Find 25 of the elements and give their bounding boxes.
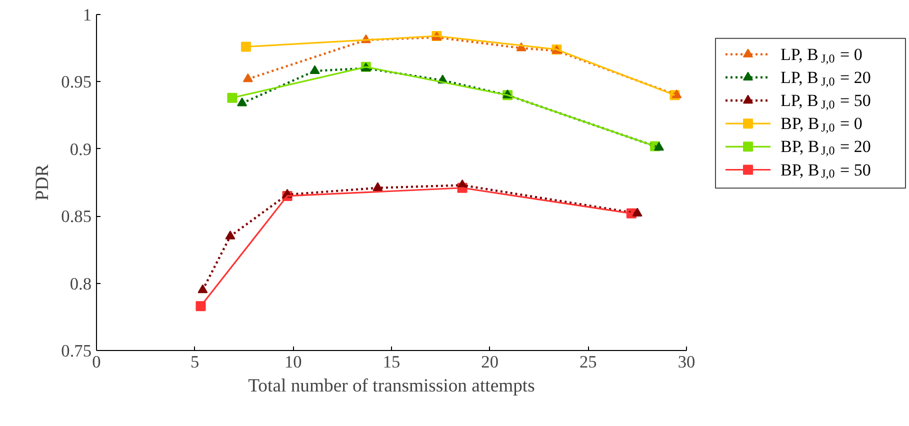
y-tick-label: 1 <box>82 6 92 24</box>
x-tick-label: 30 <box>678 352 696 372</box>
point <box>240 42 251 52</box>
x-tick-label: 5 <box>190 352 200 372</box>
y-tick-label: 0.8 <box>70 274 92 294</box>
x-tick-label: 10 <box>284 352 302 372</box>
x-tick-label: 0 <box>92 352 101 372</box>
x-tick-label: 15 <box>382 352 400 372</box>
y-tick-label: 0.95 <box>61 72 92 92</box>
y-tick-label: 0.85 <box>61 207 92 226</box>
y-axis-title: PDR <box>32 164 54 201</box>
point <box>198 284 208 294</box>
y-tick-label: 0.9 <box>70 140 92 159</box>
x-tick-label: 20 <box>481 352 498 372</box>
point <box>225 230 236 240</box>
y-tick-label: 0.75 <box>61 342 92 360</box>
point <box>372 182 383 191</box>
point <box>654 142 664 151</box>
x-axis-title: Total number of transmission attempts <box>248 376 535 396</box>
point <box>632 208 642 217</box>
point <box>196 301 206 312</box>
point <box>237 98 248 106</box>
point <box>242 73 253 82</box>
x-tick-label: 25 <box>580 352 597 372</box>
point <box>227 92 238 103</box>
